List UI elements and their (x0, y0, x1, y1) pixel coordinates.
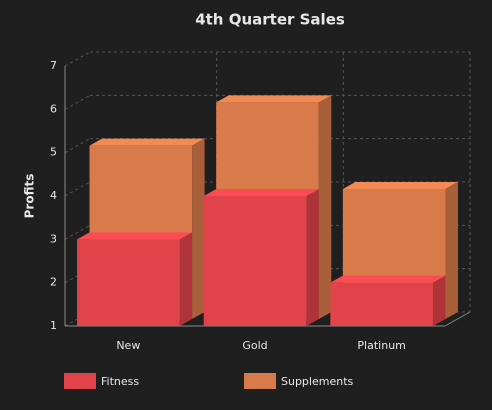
chart-title: 4th Quarter Sales (195, 11, 345, 29)
y-tick-label: 6 (50, 102, 57, 115)
bar (77, 232, 193, 326)
bar-side (445, 182, 458, 319)
y-tick-label: 2 (50, 276, 57, 289)
y-tick-label: 5 (50, 146, 57, 159)
x-tick-label: Platinum (357, 339, 405, 352)
x-tick-label: Gold (242, 339, 267, 352)
bar-front (203, 196, 307, 326)
grid-line (64, 224, 91, 240)
legend-label: Fitness (101, 375, 139, 388)
y-tick-label: 1 (50, 319, 57, 332)
legend-swatch (244, 373, 276, 389)
x-tick-label: New (116, 339, 140, 352)
bar-side (179, 232, 193, 326)
y-tick-label: 4 (50, 189, 57, 202)
grid-line (64, 181, 91, 197)
y-tick-label: 3 (50, 232, 57, 245)
bar-top (77, 232, 193, 240)
y-axis-label: Profits (23, 174, 37, 219)
bar-top (203, 189, 319, 196)
bar (203, 189, 319, 326)
bar-top (330, 275, 446, 283)
grid-line (64, 51, 91, 67)
bar-front (330, 282, 433, 326)
bar-side (192, 138, 205, 319)
floor-edge (444, 311, 471, 327)
bar-top (89, 138, 205, 146)
grid-line (64, 138, 91, 154)
bar-front (77, 239, 180, 326)
bar-top (342, 182, 458, 189)
bar-top (216, 95, 332, 103)
bar-side (318, 95, 332, 319)
y-tick-label: 7 (50, 59, 57, 72)
bar-side (306, 189, 319, 326)
bar-side (432, 275, 446, 326)
legend-swatch (64, 373, 96, 389)
legend-label: Supplements (281, 375, 354, 388)
grid-line (64, 94, 91, 110)
bar (330, 275, 446, 326)
